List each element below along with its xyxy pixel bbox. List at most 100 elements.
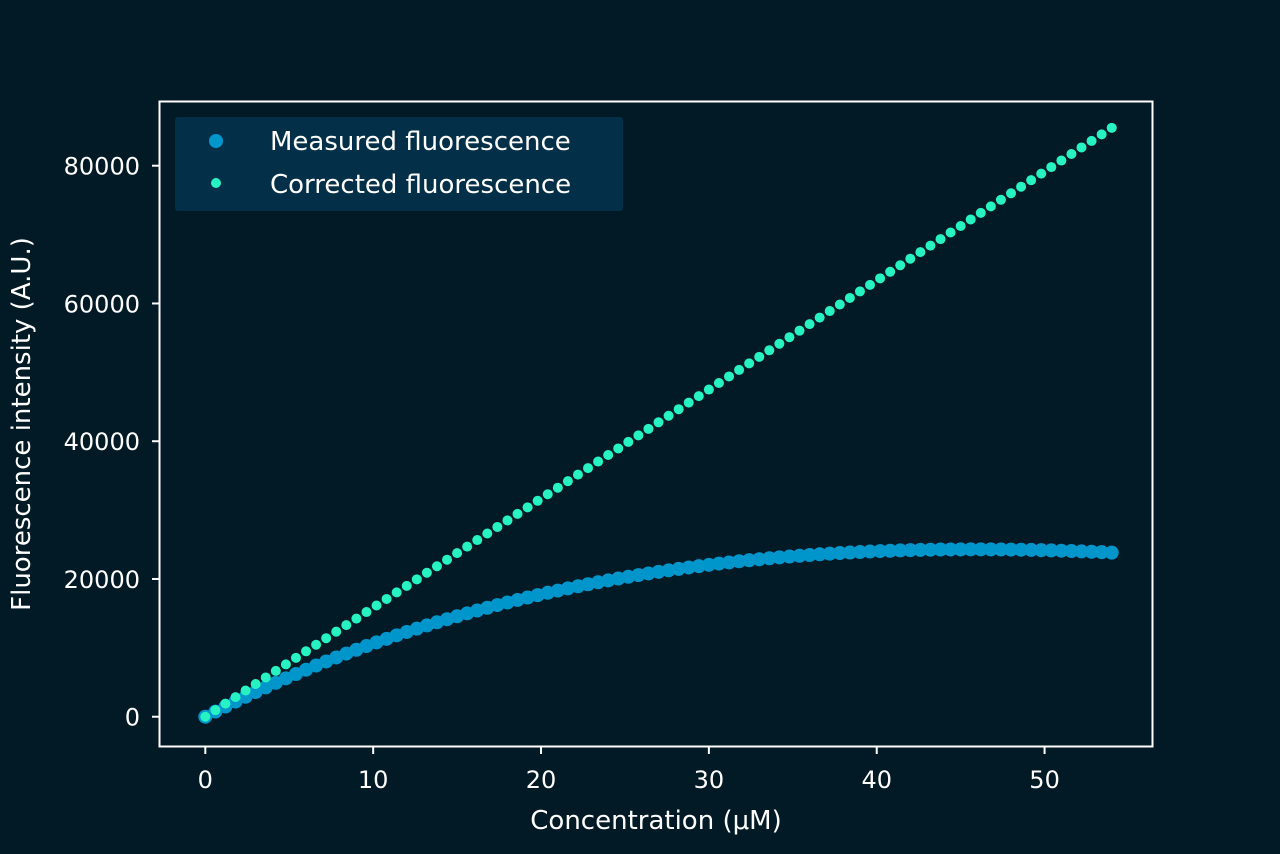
data-point [693,391,704,402]
data-point [1094,545,1109,560]
x-tick-label: 10 [358,766,389,794]
data-point [824,306,835,317]
data-point [290,652,301,663]
data-point [542,489,553,500]
data-point [381,593,392,604]
data-point [782,549,797,564]
data-point [351,613,362,624]
data-point [703,384,714,395]
data-point [512,508,523,519]
data-point [472,535,483,546]
data-point [371,600,382,611]
data-point [973,542,988,557]
data-point [482,528,493,539]
data-points-layer [198,122,1119,724]
data-point [663,410,674,421]
data-point [562,476,573,487]
data-point [975,207,986,218]
data-point [923,542,938,557]
y-tick-label: 60000 [64,290,140,318]
data-point [713,378,724,389]
data-point [802,547,817,562]
y-tick-label: 80000 [64,153,140,181]
data-point [1006,188,1017,199]
x-tick-label: 30 [694,766,725,794]
data-point [270,665,281,676]
series-measured [198,542,1119,724]
data-point [260,672,271,683]
data-point [1004,542,1019,557]
data-point [572,469,583,480]
data-point [965,214,976,225]
data-point [905,253,916,264]
data-point [832,546,847,561]
data-point [1056,155,1067,166]
data-point [865,279,876,290]
data-point [995,194,1006,205]
data-point [814,312,825,323]
data-point [1026,175,1037,186]
data-point [993,542,1008,557]
y-tick-label: 20000 [64,566,140,594]
data-point [983,542,998,557]
data-point [311,639,322,650]
data-point [1086,135,1097,146]
data-point [752,552,767,567]
data-point [421,567,432,578]
series-corrected [200,122,1117,722]
data-point [1036,168,1047,179]
data-point [1054,543,1069,558]
x-tick-label: 0 [198,766,213,794]
data-point [784,332,795,343]
data-point [915,247,926,258]
x-tick-label: 40 [861,766,892,794]
axis-ticks-layer: 0 10 20 30 40 50 0 20000 40000 60000 80000 [64,153,1060,794]
data-point [583,463,594,474]
data-point [935,234,946,245]
data-point [933,542,948,557]
data-point [1046,162,1057,173]
data-point [341,620,352,631]
data-point [280,659,291,670]
data-point [331,626,342,637]
data-point [643,423,654,434]
data-point [875,273,886,284]
data-point [1064,544,1079,559]
data-point [391,587,402,598]
data-point [673,404,684,415]
data-point [943,542,958,557]
data-point [431,561,442,572]
data-point [1084,544,1099,559]
data-point [955,220,966,231]
data-point [822,546,837,561]
data-point [1024,542,1039,557]
data-point [623,436,634,447]
data-point [873,544,888,559]
data-point [895,260,906,271]
data-point [1106,122,1117,133]
data-point [732,554,747,569]
data-point [953,542,968,557]
data-point [812,547,827,562]
data-point [724,371,735,382]
data-point [442,554,453,565]
data-point [734,364,745,375]
data-point [963,542,978,557]
data-point [792,548,807,563]
data-point [1104,545,1119,560]
data-point [613,443,624,454]
data-point [240,685,251,696]
data-point [834,299,845,310]
legend-label-measured: Measured fluorescence [270,127,571,157]
y-tick-label: 0 [125,704,140,732]
data-point [913,542,928,557]
data-point [552,482,563,493]
data-point [945,227,956,238]
data-point [844,292,855,303]
data-point [1044,543,1059,558]
data-point [492,521,503,532]
data-point [321,633,332,644]
data-point [764,345,775,356]
data-point [774,338,785,349]
